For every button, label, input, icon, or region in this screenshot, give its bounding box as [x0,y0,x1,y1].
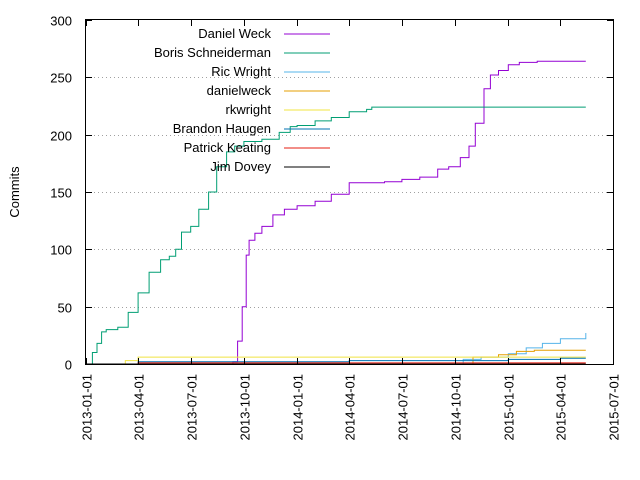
plot-frame [85,19,614,365]
y-tick-label: 200 [50,129,72,144]
y-tick-label: 300 [50,14,72,29]
y-tick-label: 0 [65,358,72,373]
series-line-daniel-weck [86,60,586,365]
x-tick-label: 2015-04-01 [554,374,569,441]
x-tick-label: 2014-07-01 [396,374,411,441]
x-tick-label: 2013-10-01 [238,374,253,441]
legend: Daniel Weck Boris Schneiderman Ric Wright d… [154,26,330,174]
x-tick-label: 2015-07-01 [607,374,622,441]
y-axis-ticks: 0 50 100 150 200 250 300 [50,14,613,373]
y-tick-label: 150 [50,186,72,201]
legend-label: Boris Schneiderman [154,45,271,60]
y-tick-label: 250 [50,71,72,86]
x-tick-label: 2013-07-01 [185,374,200,441]
legend-label: Brandon Haugen [173,121,271,136]
y-tick-label: 50 [58,301,72,316]
series-lines [86,60,587,365]
series-line-ric-wright [86,333,587,365]
x-tick-label: 2014-10-01 [449,374,464,441]
legend-label: Daniel Weck [198,26,271,41]
y-tick-label: 100 [50,243,72,258]
x-tick-label: 2015-01-01 [502,374,517,441]
legend-label: rkwright [225,102,271,117]
x-axis-ticks: 2013-01-01 2013-04-01 2013-07-01 2013-10-01… [80,20,622,441]
x-tick-label: 2013-04-01 [132,374,147,441]
x-tick-label: 2013-01-01 [80,374,95,441]
series-line-boris-schneiderman [86,106,586,365]
legend-label: Ric Wright [211,64,271,79]
x-tick-label: 2014-01-01 [291,374,306,441]
x-tick-label: 2014-04-01 [343,374,358,441]
y-axis-label: Commits [7,166,22,218]
legend-label: Jim Dovey [210,159,271,174]
legend-label: danielweck [207,83,272,98]
legend-label: Patrick Keating [184,140,271,155]
